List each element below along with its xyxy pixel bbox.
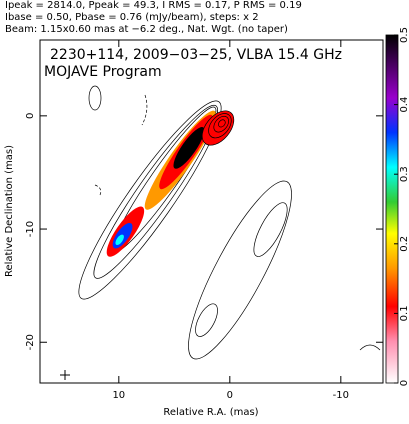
plot-title: 2230+114, 2009−03−25, VLBA 15.4 GHz xyxy=(50,47,342,63)
beam-marker xyxy=(60,370,70,380)
colorbar-tick-label: 0.2 xyxy=(399,236,409,252)
x-tick-label: -10 xyxy=(333,390,349,401)
plot-subtitle: MOJAVE Program xyxy=(44,64,162,80)
colorbar-tick-label: 0.5 xyxy=(399,27,409,43)
y-tick-label: 0 xyxy=(25,113,36,119)
x-tick-label: 0 xyxy=(227,390,233,401)
jet-image xyxy=(78,85,381,360)
colorbar-tick-label: 0.3 xyxy=(399,166,409,182)
y-tick-label: -10 xyxy=(25,221,36,237)
x-axis-label: Relative R.A. (mas) xyxy=(163,407,258,418)
header-line: Beam: 1.15x0.60 mas at −6.2 deg., Nat. W… xyxy=(5,24,288,35)
header-line: Ipeak = 2814.0, Ppeak = 49.3, I RMS = 0.… xyxy=(5,0,302,11)
plot-frame xyxy=(39,39,384,384)
x-tick-label: 10 xyxy=(112,390,125,401)
y-axis-label: Relative Declination (mas) xyxy=(4,145,15,277)
header-line: Ibase = 0.50, Pbase = 0.76 (mJy/beam), s… xyxy=(5,12,259,23)
y-tick-label: -20 xyxy=(25,334,36,350)
colorbar-tick-label: 0.4 xyxy=(399,97,409,113)
colorbar-tick-label: 0.1 xyxy=(399,305,409,321)
colorbar-tick-label: 0 xyxy=(399,380,409,386)
colorbar xyxy=(385,34,399,384)
